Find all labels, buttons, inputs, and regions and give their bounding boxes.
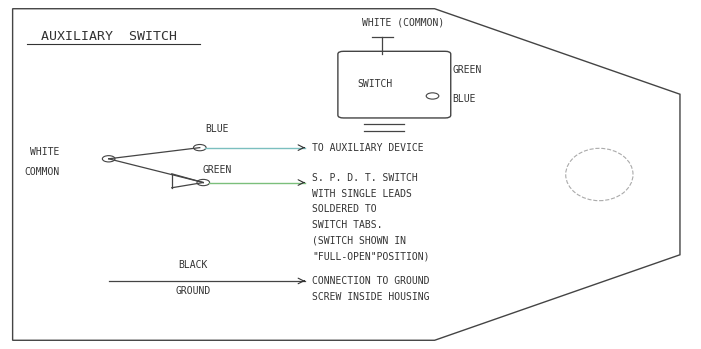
Text: COMMON: COMMON xyxy=(25,167,60,177)
Text: WHITE: WHITE xyxy=(30,147,60,157)
Circle shape xyxy=(197,179,210,186)
FancyBboxPatch shape xyxy=(338,51,451,118)
Text: GROUND: GROUND xyxy=(175,286,210,296)
Text: GREEN: GREEN xyxy=(203,165,232,175)
Text: CONNECTION TO GROUND: CONNECTION TO GROUND xyxy=(312,276,430,286)
Text: WITH SINGLE LEADS: WITH SINGLE LEADS xyxy=(312,189,411,199)
Text: (SWITCH SHOWN IN: (SWITCH SHOWN IN xyxy=(312,236,406,246)
Text: BLUE: BLUE xyxy=(205,124,229,134)
Text: BLACK: BLACK xyxy=(178,260,207,270)
Text: S. P. D. T. SWITCH: S. P. D. T. SWITCH xyxy=(312,173,418,183)
Text: WHITE (COMMON): WHITE (COMMON) xyxy=(362,18,444,28)
Text: SWITCH TABS.: SWITCH TABS. xyxy=(312,220,383,230)
Ellipse shape xyxy=(566,148,633,201)
Circle shape xyxy=(193,144,206,151)
Circle shape xyxy=(426,93,439,99)
Text: TO AUXILIARY DEVICE: TO AUXILIARY DEVICE xyxy=(312,143,423,153)
Text: AUXILIARY  SWITCH: AUXILIARY SWITCH xyxy=(41,30,177,43)
Text: SCREW INSIDE HOUSING: SCREW INSIDE HOUSING xyxy=(312,292,430,302)
Text: GREEN: GREEN xyxy=(452,65,482,75)
Text: "FULL-OPEN"POSITION): "FULL-OPEN"POSITION) xyxy=(312,252,430,261)
Text: SWITCH: SWITCH xyxy=(358,79,393,89)
Circle shape xyxy=(102,156,115,162)
Polygon shape xyxy=(13,9,680,340)
Text: SOLDERED TO: SOLDERED TO xyxy=(312,205,376,214)
Text: BLUE: BLUE xyxy=(452,95,476,104)
